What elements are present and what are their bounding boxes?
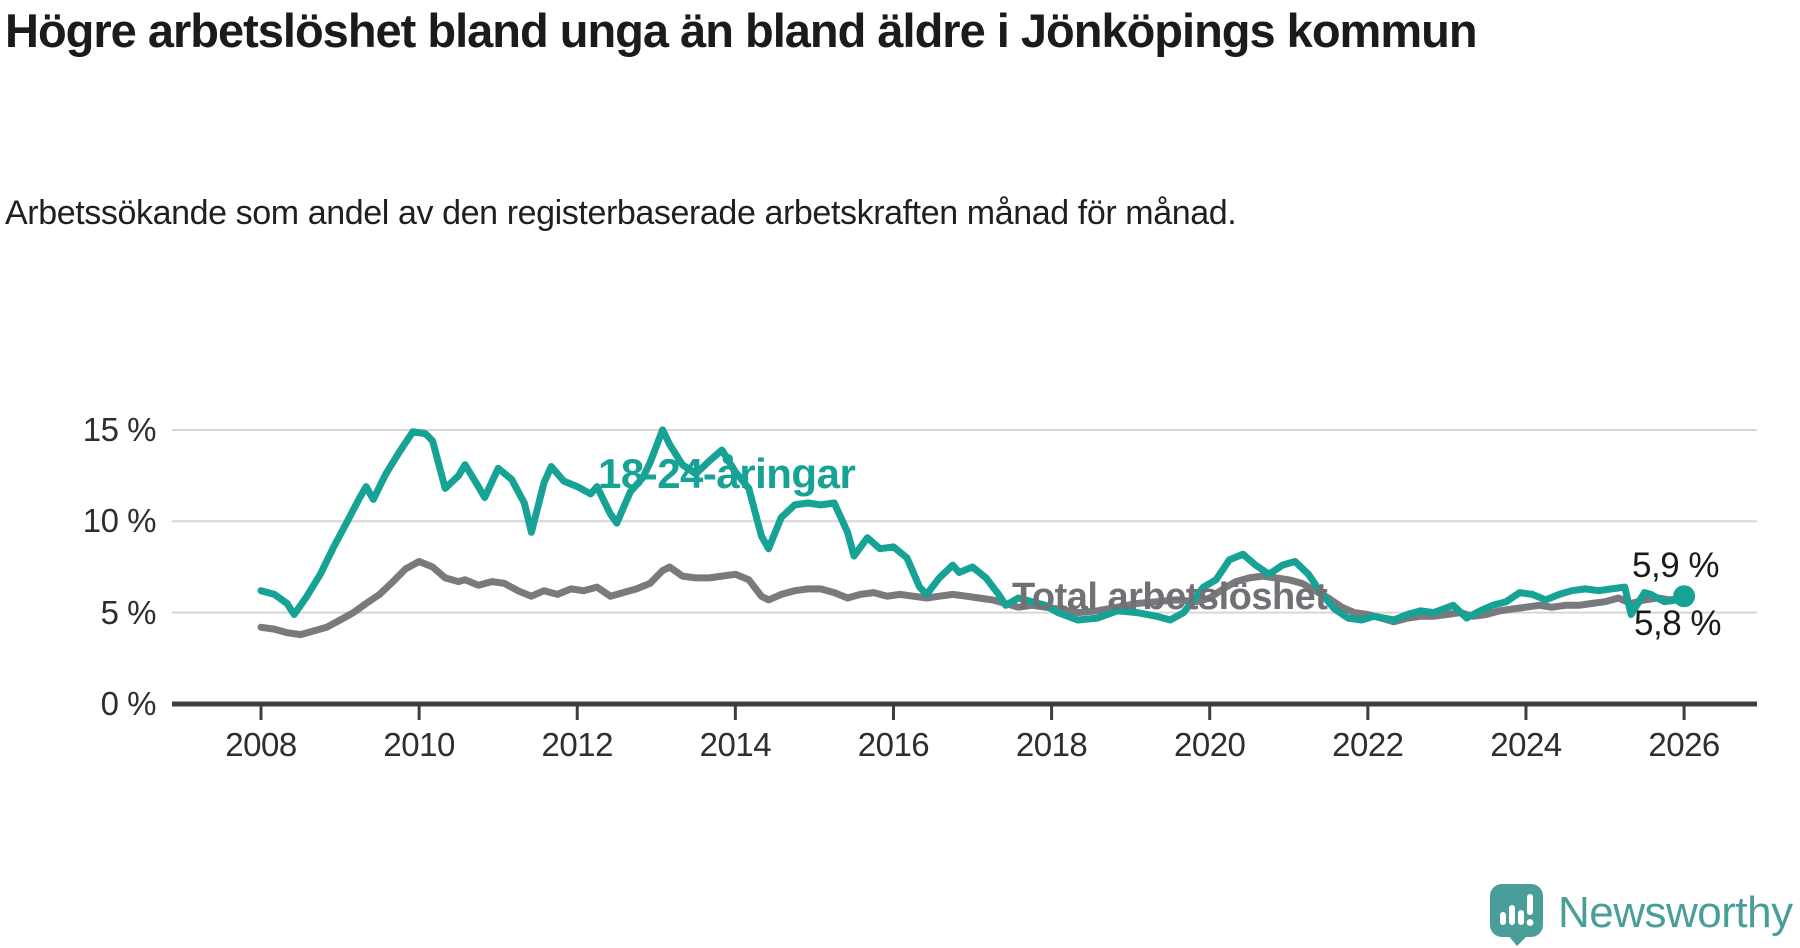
series-label-18-24: 18-24-åringar: [598, 450, 856, 497]
x-tick-label: 2018: [1015, 726, 1088, 763]
x-tick-label: 2016: [857, 726, 930, 763]
y-tick-label: 15 %: [82, 410, 157, 448]
end-value-label-youth: 5,9 %: [1632, 546, 1720, 585]
x-tick-label: 2026: [1648, 726, 1720, 763]
newsworthy-logo-icon: [1490, 884, 1543, 946]
series-label-total: Total arbetslöshet: [1012, 576, 1328, 618]
x-tick-label: 2022: [1332, 726, 1404, 763]
chart-subtitle: Arbetssökande som andel av den registerb…: [5, 194, 1237, 232]
chart-title: Högre arbetslöshet bland unga än bland ä…: [5, 4, 1478, 57]
series-end-dot: [1673, 585, 1696, 608]
y-tick-label: 10 %: [82, 502, 157, 540]
x-tick-label: 2020: [1174, 726, 1246, 763]
newsworthy-branding: Newsworthy: [1490, 884, 1793, 946]
axis-ticks: [259, 704, 1686, 720]
youth-18-24-line: [257, 426, 1688, 624]
newsworthy-logo-text: Newsworthy: [1558, 888, 1793, 937]
y-tick-label: 5 %: [100, 593, 157, 631]
total-unemployment-line: [257, 558, 1688, 639]
x-tick-label: 2024: [1490, 726, 1562, 763]
y-tick-label: 0 %: [100, 685, 157, 722]
x-tick-label: 2008: [225, 726, 297, 763]
x-tick-label: 2012: [541, 726, 614, 763]
end-value-label-total: 5,8 %: [1634, 604, 1722, 643]
x-tick-label: 2010: [383, 726, 455, 763]
x-tick-label: 2014: [699, 726, 772, 763]
gridlines: [172, 428, 1757, 614]
